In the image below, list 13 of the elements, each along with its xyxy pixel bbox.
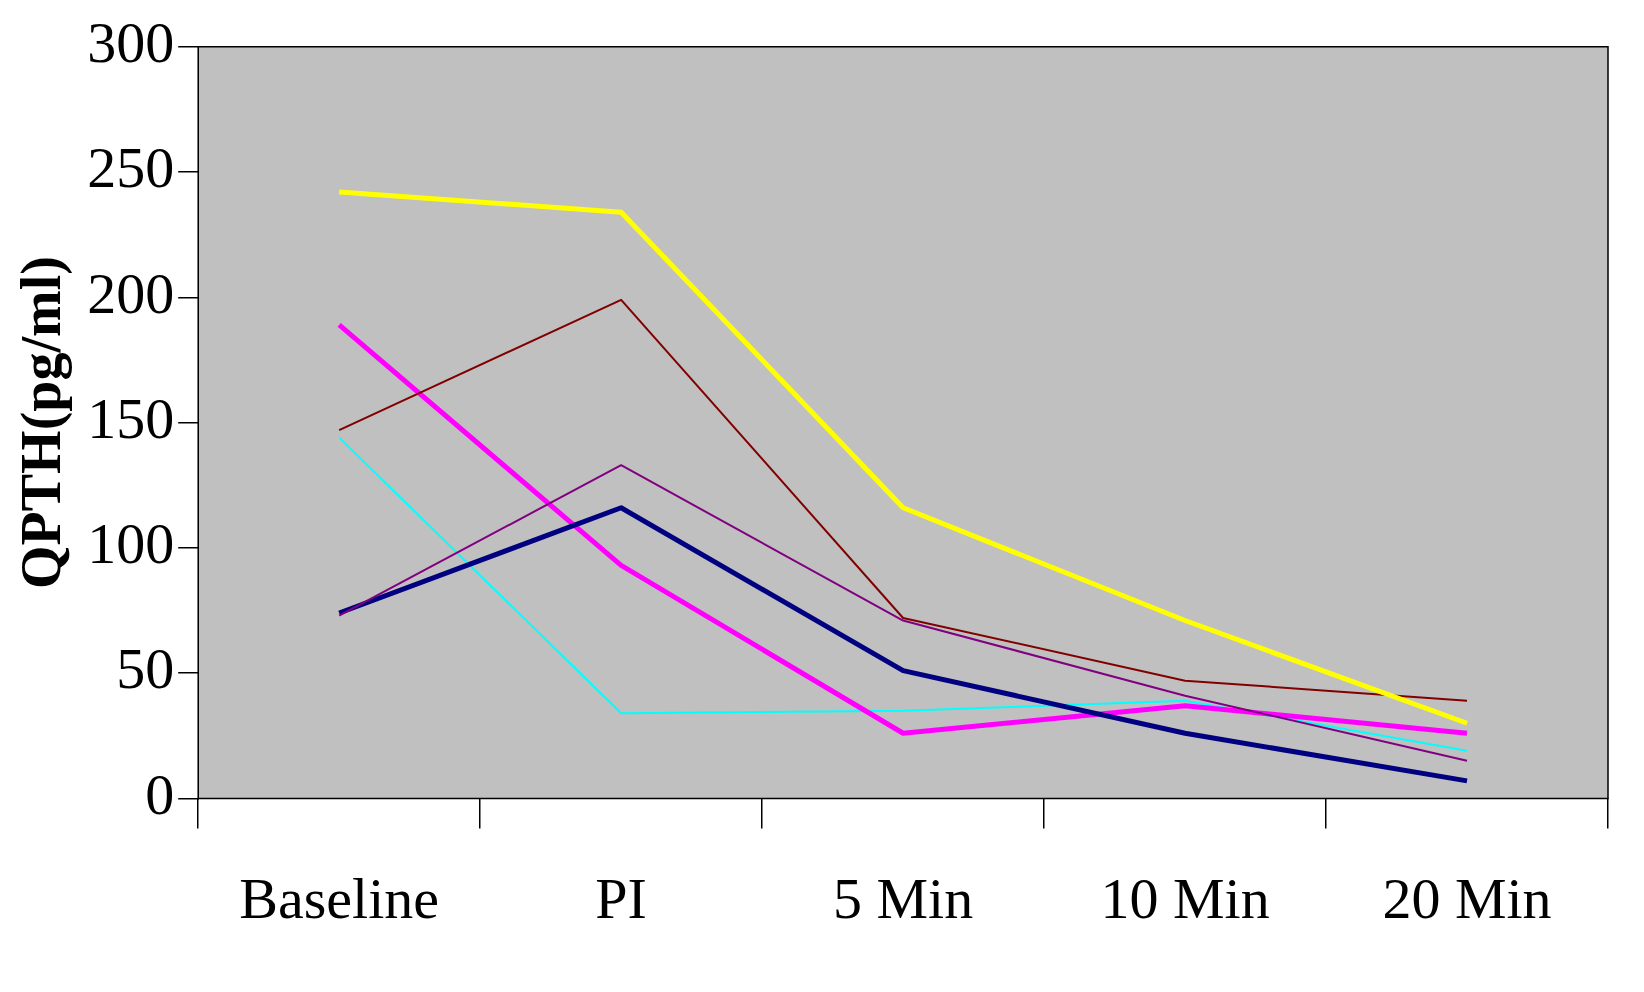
x-tick-label: 5 Min [833, 866, 974, 932]
y-tick-label: 50 [116, 636, 175, 702]
y-tick-label: 250 [87, 135, 175, 201]
x-tick-label: PI [595, 866, 647, 932]
y-tick-label: 300 [87, 10, 175, 76]
x-tick-label: 10 Min [1100, 866, 1270, 932]
y-tick-label: 200 [87, 260, 175, 326]
y-tick-label: 0 [145, 761, 175, 827]
y-axis-title: QPTH(pg/ml) [10, 256, 74, 590]
x-tick-label: 20 Min [1382, 866, 1552, 932]
x-tick-label: Baseline [239, 866, 440, 932]
y-tick-label: 150 [87, 385, 175, 451]
y-tick-label: 100 [87, 511, 175, 577]
